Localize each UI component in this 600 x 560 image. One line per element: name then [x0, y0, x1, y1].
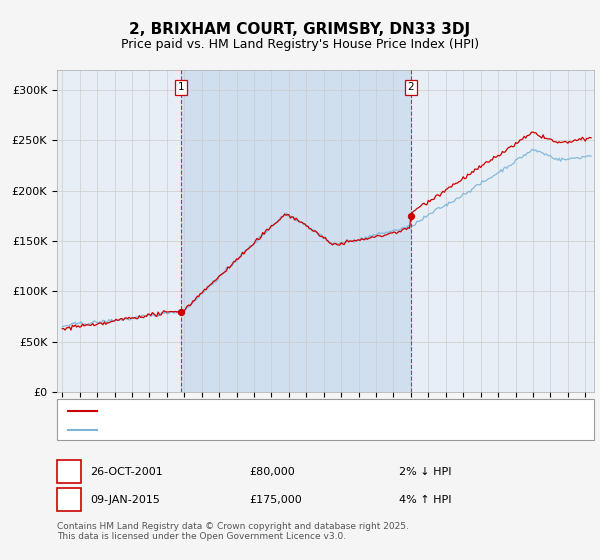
Text: 2% ↓ HPI: 2% ↓ HPI	[399, 466, 451, 477]
Point	[176, 307, 185, 316]
Text: 4% ↑ HPI: 4% ↑ HPI	[399, 494, 451, 505]
Text: Price paid vs. HM Land Registry's House Price Index (HPI): Price paid vs. HM Land Registry's House …	[121, 38, 479, 51]
Text: HPI: Average price, detached house, North East Lincolnshire: HPI: Average price, detached house, Nort…	[103, 424, 416, 435]
Text: 26-OCT-2001: 26-OCT-2001	[90, 466, 163, 477]
Bar	[181, 70, 411, 392]
Text: £80,000: £80,000	[249, 466, 295, 477]
Text: 2: 2	[65, 493, 73, 506]
Text: 2: 2	[407, 82, 414, 92]
Text: £175,000: £175,000	[249, 494, 302, 505]
Text: 09-JAN-2015: 09-JAN-2015	[90, 494, 160, 505]
Text: 2, BRIXHAM COURT, GRIMSBY, DN33 3DJ (detached house): 2, BRIXHAM COURT, GRIMSBY, DN33 3DJ (det…	[103, 405, 407, 416]
Text: 1: 1	[178, 82, 184, 92]
Text: 1: 1	[65, 465, 73, 478]
Text: 2, BRIXHAM COURT, GRIMSBY, DN33 3DJ: 2, BRIXHAM COURT, GRIMSBY, DN33 3DJ	[130, 22, 470, 38]
Point	[406, 212, 416, 221]
Text: Contains HM Land Registry data © Crown copyright and database right 2025.
This d: Contains HM Land Registry data © Crown c…	[57, 522, 409, 542]
